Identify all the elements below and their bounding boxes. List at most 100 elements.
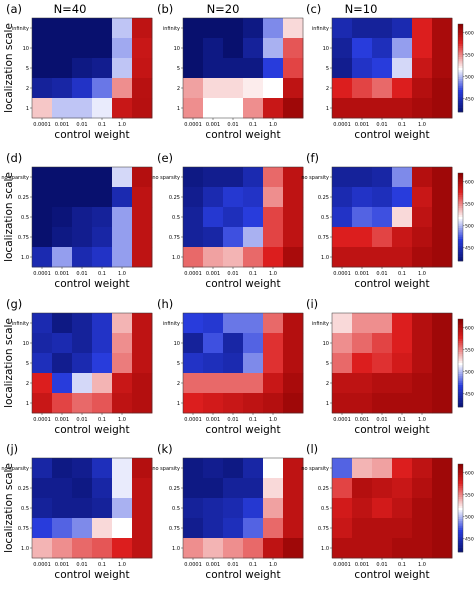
x-tick-label: 0.01 <box>376 271 387 277</box>
heatmap-cell <box>112 38 133 59</box>
heatmap-cell <box>412 518 433 539</box>
heatmap-cell <box>283 518 304 539</box>
colorbar-segment <box>458 470 463 474</box>
colorbar-segment <box>458 501 463 504</box>
heatmap-cell <box>332 78 353 99</box>
y-tick-label: no sparsity <box>1 175 29 181</box>
heatmap-cell <box>183 373 204 394</box>
heatmap-cell <box>332 38 353 59</box>
heatmap-cell <box>183 38 204 59</box>
heatmap-cell <box>203 498 224 519</box>
heatmap-cell <box>72 247 93 268</box>
colorbar-segment <box>458 512 463 515</box>
x-tick-label: 0.1 <box>98 417 106 423</box>
x-tick-label: 0.01 <box>227 271 238 277</box>
heatmap-cell <box>223 458 244 479</box>
heatmap-cell <box>112 353 133 374</box>
heatmap-cell <box>92 353 113 374</box>
heatmap-cell <box>52 247 73 268</box>
y-tick-label: infinity <box>312 26 329 32</box>
colorbar-segment <box>458 199 463 202</box>
colorbar-segment <box>458 534 463 537</box>
heatmap-cell <box>412 98 433 119</box>
x-tick-label: 0.0001 <box>184 271 202 277</box>
heatmap-cell <box>352 353 373 374</box>
heatmap-cell <box>92 498 113 519</box>
heatmap-panel: (e) no sparsity 0.25 0.5 0.75 1.0 0.0001 0.001 0… <box>152 151 304 290</box>
heatmap-cell <box>332 478 353 499</box>
y-tick-label: 5 <box>177 361 180 367</box>
y-tick-label: 2 <box>26 86 29 92</box>
y-tick-label: infinity <box>163 26 180 32</box>
colorbar-segment <box>458 208 463 211</box>
heatmap-cell <box>263 458 284 479</box>
colorbar-segment <box>458 54 463 58</box>
heatmap-cell <box>32 207 53 228</box>
heatmap-cell <box>332 458 353 479</box>
heatmap-cell <box>352 58 373 79</box>
colorbar-segment <box>458 87 463 91</box>
x-tick-label: 0.01 <box>76 271 87 277</box>
heatmap-cell <box>372 313 393 334</box>
heatmap-cell <box>32 333 53 354</box>
colorbar-segment <box>458 245 463 249</box>
colorbar-segment <box>458 63 463 67</box>
x-tick-label: 0.1 <box>249 417 257 423</box>
heatmap-cell <box>283 478 304 499</box>
heatmap-cell <box>412 78 433 99</box>
x-tick-label: 0.001 <box>55 122 69 128</box>
y-tick-label: 1 <box>26 106 29 112</box>
colorbar-segment <box>458 527 463 531</box>
heatmap-cell <box>352 187 373 208</box>
heatmap-cell <box>32 373 53 394</box>
heatmap-cell <box>372 478 393 499</box>
heatmap-cell <box>412 58 433 79</box>
colorbar-segment <box>458 90 463 93</box>
colorbar-segment <box>458 352 463 355</box>
colorbar-segment <box>458 239 463 242</box>
x-tick-label: 0.0001 <box>184 122 202 128</box>
heatmap-cell <box>372 227 393 248</box>
colorbar-segment <box>458 103 463 106</box>
colorbar-segment <box>458 70 463 73</box>
heatmap-cell <box>203 478 224 499</box>
heatmap-cell <box>263 373 284 394</box>
heatmap-cell <box>332 227 353 248</box>
heatmap-cell <box>392 458 413 479</box>
heatmap-cell <box>132 78 153 99</box>
colorbar-segment <box>458 321 463 324</box>
y-tick-label: 0.5 <box>21 215 29 221</box>
x-tick-label: 1.0 <box>118 417 126 423</box>
heatmap-cell <box>352 498 373 519</box>
x-tick-label: 0.1 <box>398 417 406 423</box>
heatmap-cell <box>52 458 73 479</box>
heatmap-cell <box>183 78 204 99</box>
heatmap-panel: (l) no sparsity 0.25 0.5 0.75 1.0 0.0001 0.001 0… <box>301 442 474 581</box>
y-tick-label: 1 <box>26 401 29 407</box>
colorbar-segment <box>458 391 463 395</box>
colorbar-segment <box>458 365 463 368</box>
colorbar-segment <box>458 356 463 359</box>
heatmap-cell <box>412 227 433 248</box>
y-tick-label: 5 <box>26 66 29 72</box>
heatmap-cell <box>332 353 353 374</box>
heatmap-cell <box>72 58 93 79</box>
x-axis-label: control weight <box>205 129 280 141</box>
panel-label: (a) <box>6 2 22 16</box>
heatmap-cell <box>332 333 353 354</box>
y-tick-label: 10 <box>323 46 329 52</box>
heatmap-cell <box>392 478 413 499</box>
heatmap-cell <box>183 478 204 499</box>
heatmap-cell <box>32 18 53 39</box>
heatmap-cell <box>32 458 53 479</box>
heatmap-cell <box>52 498 73 519</box>
x-axis-label: control weight <box>354 569 429 581</box>
heatmap-cell <box>432 38 453 59</box>
heatmap-cell <box>372 538 393 559</box>
heatmap-cell <box>432 58 453 79</box>
colorbar-segment <box>458 79 463 82</box>
heatmap-cell <box>352 78 373 99</box>
heatmap-cell <box>332 373 353 394</box>
colorbar-segment <box>458 323 463 326</box>
heatmap-cell <box>132 313 153 334</box>
